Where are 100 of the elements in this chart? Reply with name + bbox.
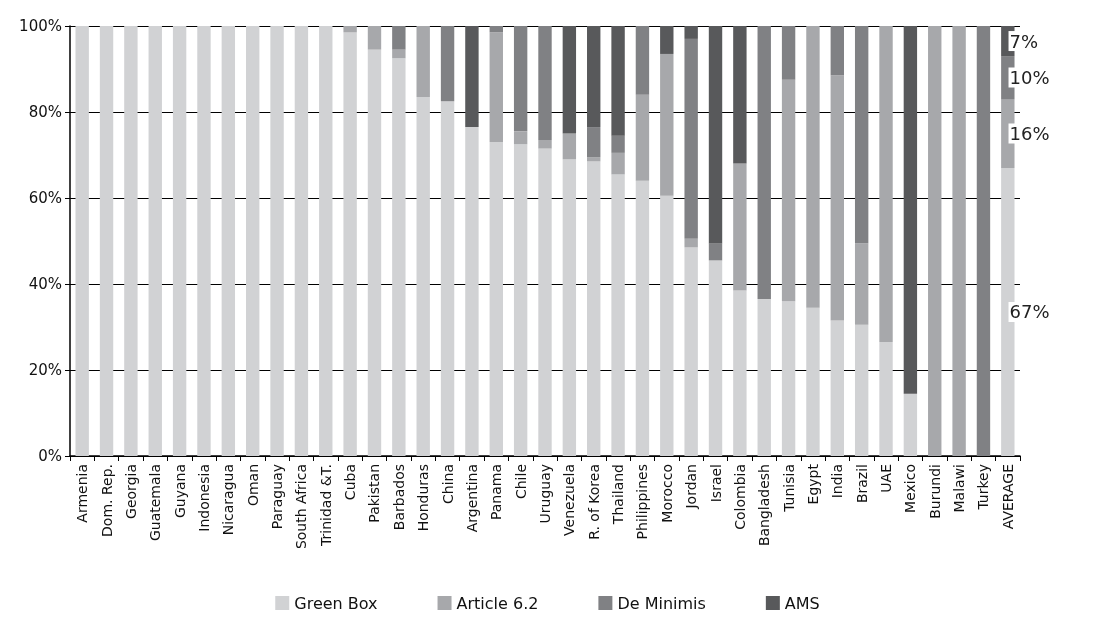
x-tick-label: Indonesia: [195, 464, 212, 532]
bar: [684, 38, 698, 239]
bar: [221, 26, 236, 456]
x-tick-label: Panama: [488, 464, 505, 521]
x-tick-label: Colombia: [731, 464, 748, 530]
bar: [343, 26, 357, 33]
bar: [879, 26, 893, 343]
bar: [781, 79, 796, 302]
bar: [684, 247, 698, 456]
x-tick-label: Trinidad &T.: [317, 464, 334, 547]
x-tick-label: India: [829, 464, 846, 499]
bar: [757, 299, 771, 456]
bar: [611, 26, 625, 136]
bar: [587, 26, 601, 128]
bar: [513, 26, 528, 132]
bar: [781, 26, 796, 80]
bar: [733, 163, 747, 291]
bar: [757, 26, 771, 300]
bar: [148, 26, 162, 456]
bar: [830, 26, 845, 76]
x-tick-label: Argentina: [463, 464, 480, 533]
bar: [854, 324, 869, 456]
bar: [538, 26, 552, 140]
bar: [562, 133, 577, 160]
x-tick-label: Venezuela: [561, 464, 578, 536]
bar: [392, 26, 406, 50]
bar: [708, 243, 723, 261]
x-tick-label: Paraguay: [269, 464, 286, 530]
bar: [635, 26, 650, 95]
bar: [465, 26, 479, 128]
bar: [660, 195, 674, 456]
bar: [367, 49, 382, 456]
bar: [587, 157, 601, 162]
x-tick-label: AVERAGE: [999, 464, 1016, 530]
bar: [319, 26, 333, 456]
data-label: 67%: [1009, 301, 1050, 323]
bar: [538, 148, 552, 456]
x-tick-label: Oman: [244, 464, 261, 507]
bar: [684, 26, 698, 39]
bar: [367, 26, 382, 50]
bar: [806, 307, 820, 456]
x-tick-label: Georgia: [122, 464, 139, 519]
bar: [294, 26, 309, 456]
bar: [684, 238, 698, 248]
bar: [806, 26, 820, 308]
bar: [733, 290, 747, 456]
x-tick-label: R. of Korea: [585, 464, 602, 540]
x-tick-label: Chile: [512, 464, 529, 500]
x-tick-label: Jordan: [683, 464, 700, 510]
bar: [75, 26, 89, 456]
bar: [440, 26, 455, 102]
bar: [830, 75, 845, 321]
y-tick-label: 0%: [38, 447, 62, 465]
bar: [513, 144, 528, 456]
bar: [513, 131, 528, 145]
x-tick-label: Dom. Rep.: [98, 464, 115, 537]
bar: [611, 174, 625, 456]
bar: [854, 26, 869, 244]
data-label: 7%: [1009, 30, 1039, 52]
x-tick-label: Malawi: [951, 464, 968, 513]
x-tick-label: Pakistan: [366, 464, 383, 523]
bar: [124, 26, 138, 456]
y-tick-label: 20%: [28, 361, 62, 379]
bar: [733, 26, 747, 164]
x-tick-label: Israel: [707, 464, 724, 503]
bar: [830, 320, 845, 456]
x-tick-label: Guyana: [171, 464, 188, 519]
bar: [611, 152, 625, 175]
x-tick-label: Morocco: [658, 464, 675, 523]
bar: [489, 32, 503, 143]
x-tick-label: Bangladesh: [756, 464, 773, 547]
x-tick-label: Thailand: [610, 464, 627, 526]
bar: [708, 260, 723, 456]
x-tick-label: South Africa: [293, 464, 310, 550]
x-tick-label: Guatemala: [147, 464, 164, 542]
x-tick-label: Nicaragua: [220, 464, 237, 536]
bar: [270, 26, 284, 456]
x-tick-label: Burundi: [926, 464, 943, 519]
bar: [611, 135, 625, 153]
bar: [903, 393, 918, 456]
bar: [587, 161, 601, 456]
bar: [172, 26, 187, 456]
bar: [416, 26, 430, 97]
x-tick-label: Brazil: [853, 464, 870, 504]
legend-label: AMS: [784, 593, 820, 613]
bar: [781, 301, 796, 456]
bar: [854, 243, 869, 325]
x-tick-label: China: [439, 464, 456, 504]
bar: [562, 159, 577, 456]
legend-label: Green Box: [294, 593, 378, 613]
bar: [635, 94, 650, 181]
bar: [538, 139, 552, 149]
bar: [416, 96, 430, 456]
data-label: 16%: [1009, 123, 1050, 144]
x-tick-label: UAE: [878, 464, 895, 493]
bar: [660, 26, 674, 54]
bar: [343, 32, 357, 456]
bar: [392, 58, 406, 456]
x-tick-label: Mexico: [902, 464, 919, 513]
bar: [392, 49, 406, 59]
